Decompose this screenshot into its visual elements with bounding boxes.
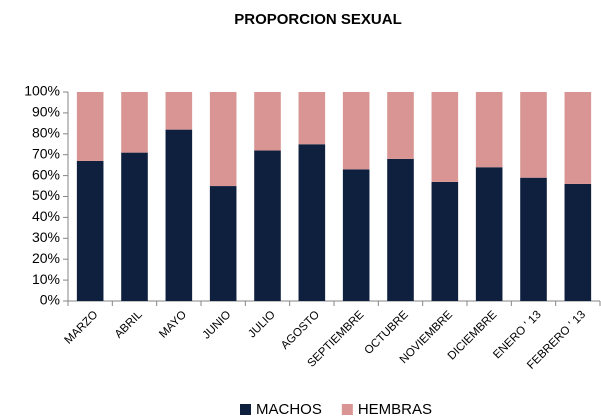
chart-title: PROPORCION SEXUAL: [234, 11, 402, 28]
bar-segment: [564, 92, 592, 184]
bar-segment: [431, 181, 459, 301]
y-tick-label: 30%: [32, 229, 60, 245]
bar-segment: [165, 92, 193, 130]
bar-segment: [342, 92, 370, 170]
bar-segment: [520, 92, 547, 178]
legend-label: MACHOS: [256, 401, 322, 418]
bar-segment: [564, 183, 592, 301]
y-tick-label: 0%: [40, 292, 60, 308]
x-tick-label: ABRIL: [113, 308, 145, 340]
bar-segment: [165, 129, 193, 301]
x-tick-label: JULIO: [246, 309, 278, 341]
bar-segment: [254, 150, 281, 301]
x-tick-label: JUNIO: [201, 309, 234, 342]
y-tick-label: 90%: [32, 104, 60, 120]
bar-segment: [298, 92, 326, 145]
y-tick-label: 100%: [24, 83, 60, 99]
y-tick-label: 20%: [32, 250, 60, 266]
bar-segment: [431, 92, 459, 182]
y-tick-label: 80%: [32, 125, 60, 141]
bar-segment: [387, 92, 414, 159]
x-tick-label: MARZO: [63, 309, 101, 347]
bar-segment: [121, 92, 148, 153]
bar-segment: [254, 92, 281, 151]
legend-label: HEMBRAS: [358, 401, 432, 418]
x-tick-label: MAYO: [157, 309, 189, 341]
y-tick-label: 70%: [32, 145, 60, 161]
bar-segment: [121, 152, 148, 301]
y-tick-label: 60%: [32, 166, 60, 182]
bar-segment: [520, 177, 547, 301]
y-tick-label: 40%: [32, 208, 60, 224]
x-tick-label: AGOSTO: [279, 309, 322, 352]
x-tick-label: OCTUBRE: [363, 309, 411, 357]
bar-segment: [475, 92, 503, 168]
legend-swatch: [341, 404, 353, 415]
bar-segment: [387, 158, 414, 301]
bar-segment: [298, 144, 326, 301]
bar-segment: [76, 160, 104, 301]
bar-segment: [475, 167, 503, 301]
y-tick-label: 50%: [32, 187, 60, 203]
bar-segment: [342, 169, 370, 301]
y-tick-label: 10%: [32, 271, 60, 287]
bar-segment: [76, 92, 104, 161]
bar-segment: [209, 186, 237, 301]
bar-segment: [209, 92, 237, 187]
legend-swatch: [240, 404, 251, 415]
